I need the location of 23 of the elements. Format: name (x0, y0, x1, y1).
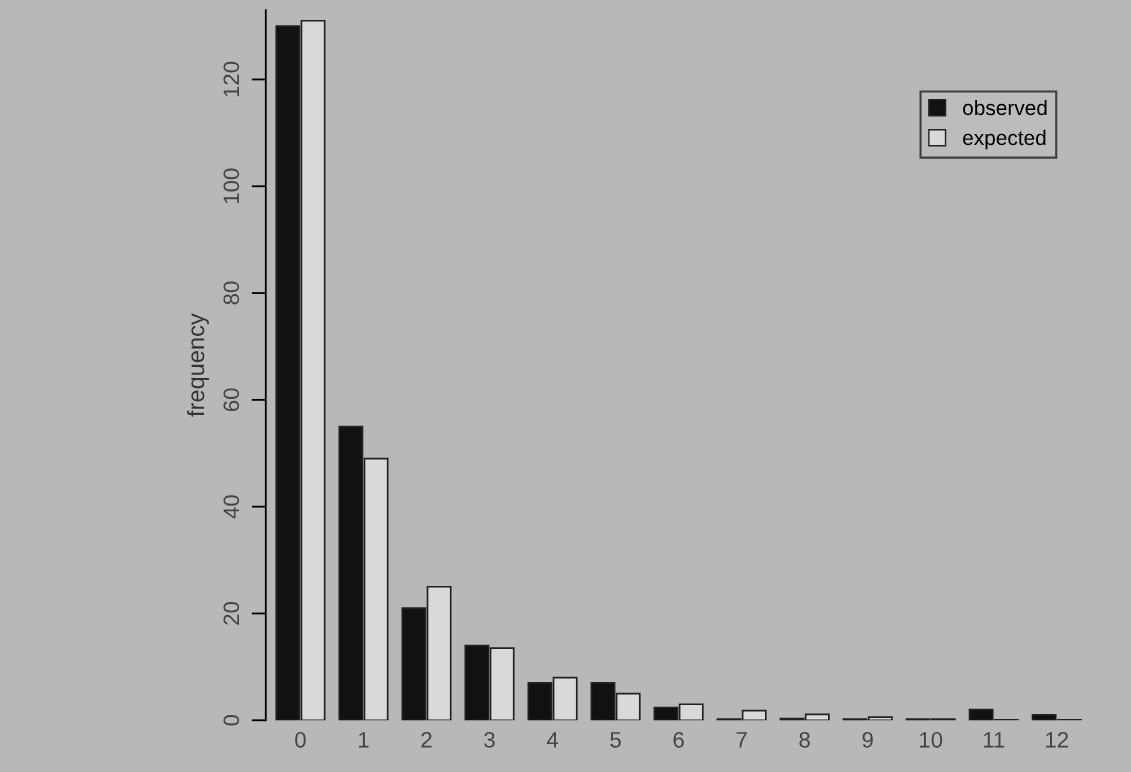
y-axis-title: frequency (186, 313, 209, 417)
x-tick-label: 2 (421, 731, 432, 748)
x-tick-label: 3 (484, 731, 495, 748)
x-tick-label: 1 (358, 732, 369, 748)
x-tick-label: 7 (736, 732, 747, 748)
legend-label: expected (963, 129, 1046, 150)
y-tick-label: 60 (223, 388, 240, 412)
x-tick-label: 4 (546, 732, 559, 748)
y-tick-label: 0 (223, 714, 240, 726)
x-tick-label: 6 (673, 731, 684, 748)
legend-label: observed (963, 99, 1047, 116)
x-tick-label: 11 (983, 732, 1005, 748)
x-tick-label: 5 (610, 732, 621, 748)
y-tick-label: 80 (223, 281, 240, 305)
x-tick-label: 9 (862, 731, 873, 748)
y-tick-label: 120 (223, 61, 240, 97)
x-tick-label: 10 (920, 731, 943, 748)
y-tick-label: 100 (223, 168, 240, 204)
x-tick-label: 8 (799, 731, 810, 748)
x-tick-label: 0 (295, 731, 306, 748)
y-tick-label: 20 (223, 601, 240, 625)
y-tick-label: 40 (223, 495, 240, 519)
x-tick-label: 12 (1046, 731, 1068, 748)
